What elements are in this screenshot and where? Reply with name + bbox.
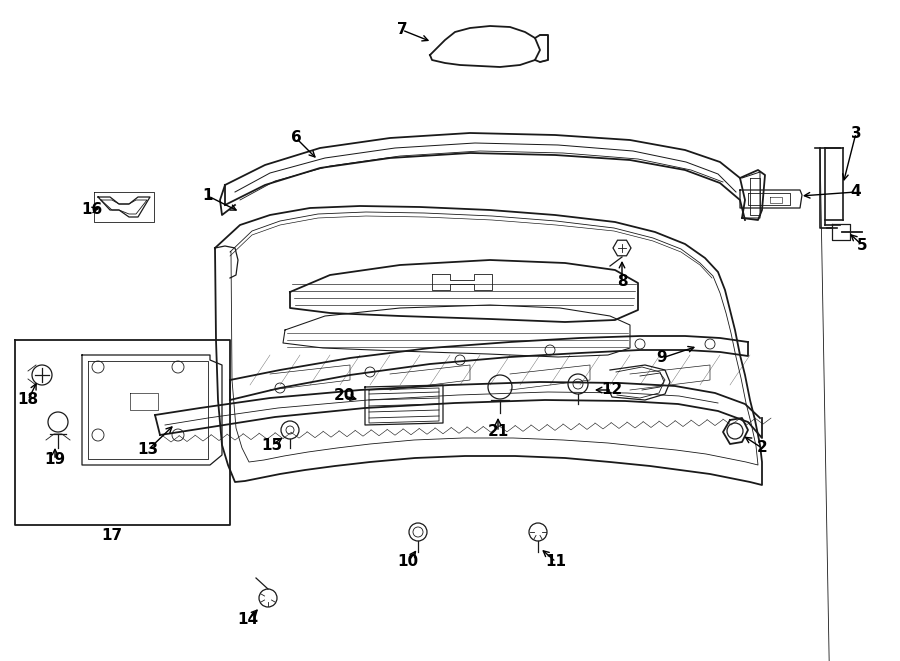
Text: 3: 3 [850, 126, 861, 141]
Text: 11: 11 [545, 555, 566, 570]
Text: 13: 13 [138, 442, 158, 457]
Text: 1: 1 [202, 188, 213, 204]
Text: 8: 8 [616, 274, 627, 290]
Text: 9: 9 [657, 350, 667, 366]
Text: 19: 19 [44, 453, 66, 467]
Text: 5: 5 [857, 237, 868, 253]
Text: 7: 7 [397, 22, 408, 38]
Text: 18: 18 [17, 393, 39, 407]
Text: 17: 17 [102, 527, 122, 543]
Text: 6: 6 [291, 130, 302, 145]
Text: 12: 12 [601, 383, 623, 397]
Text: 15: 15 [261, 438, 283, 453]
Text: 4: 4 [850, 184, 861, 200]
Text: 20: 20 [333, 389, 355, 403]
Text: 21: 21 [488, 424, 508, 440]
Text: 14: 14 [238, 613, 258, 627]
Text: 16: 16 [81, 202, 103, 217]
Text: 10: 10 [398, 555, 418, 570]
Text: 2: 2 [757, 440, 768, 455]
